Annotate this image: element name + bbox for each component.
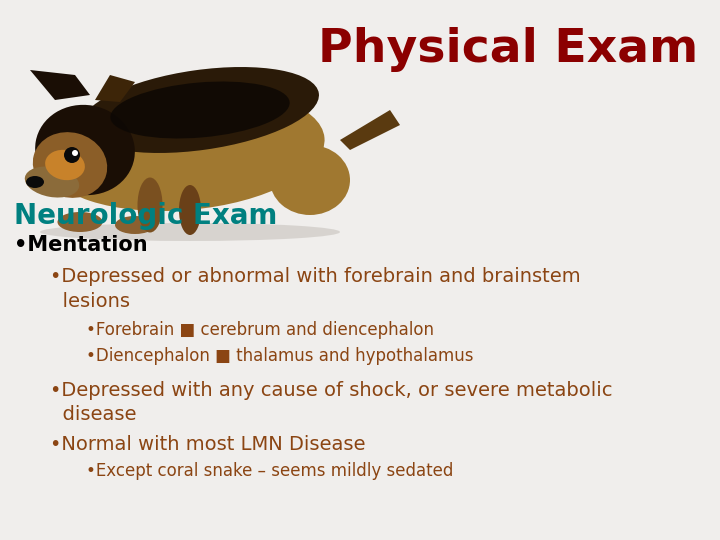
Text: •Normal with most LMN Disease: •Normal with most LMN Disease	[50, 435, 366, 454]
Polygon shape	[340, 110, 400, 150]
Ellipse shape	[33, 132, 107, 198]
Circle shape	[64, 147, 80, 163]
Ellipse shape	[45, 89, 325, 211]
Text: •Diencephalon ■ thalamus and hypothalamus: •Diencephalon ■ thalamus and hypothalamu…	[86, 347, 474, 364]
Ellipse shape	[138, 178, 163, 233]
Ellipse shape	[58, 212, 102, 232]
Ellipse shape	[110, 82, 289, 138]
Ellipse shape	[45, 150, 85, 180]
Ellipse shape	[179, 185, 201, 235]
Ellipse shape	[81, 67, 319, 153]
Text: •Forebrain ■ cerebrum and diencephalon: •Forebrain ■ cerebrum and diencephalon	[86, 321, 434, 339]
Ellipse shape	[26, 176, 44, 188]
Ellipse shape	[270, 145, 350, 215]
Text: Physical Exam: Physical Exam	[318, 27, 698, 72]
Text: •Depressed or abnormal with forebrain and brainstem
  lesions: •Depressed or abnormal with forebrain an…	[50, 267, 581, 310]
Ellipse shape	[24, 166, 79, 198]
Text: •Mentation: •Mentation	[14, 235, 148, 255]
Ellipse shape	[115, 216, 155, 234]
Ellipse shape	[40, 223, 340, 241]
Text: •Except coral snake – seems mildly sedated: •Except coral snake – seems mildly sedat…	[86, 462, 454, 480]
Ellipse shape	[35, 105, 135, 195]
Text: •Depressed with any cause of shock, or severe metabolic
  disease: •Depressed with any cause of shock, or s…	[50, 381, 613, 424]
Circle shape	[72, 150, 78, 156]
Text: Neurologic Exam: Neurologic Exam	[14, 202, 278, 231]
Polygon shape	[95, 75, 135, 102]
Polygon shape	[30, 70, 90, 100]
